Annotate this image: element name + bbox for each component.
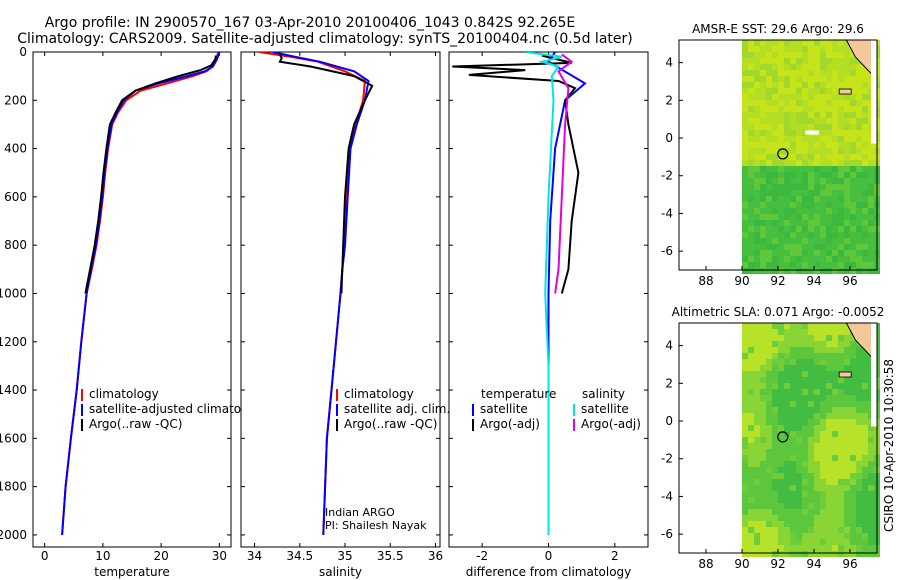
map-title: AMSR-E SST: 29.6 Argo: 29.6 (692, 22, 864, 36)
missing-data-patch (805, 130, 819, 135)
island (838, 371, 852, 378)
legend-label: Argo(..raw -QC) (344, 417, 437, 431)
y-tick-label: 2 (665, 376, 673, 390)
x-axis-label: temperature (94, 565, 169, 579)
x-tick-label: 92 (770, 557, 785, 571)
x-tick-label: 90 (734, 557, 749, 571)
x-tick-label: 34 (247, 549, 262, 563)
legend-label: climatology (344, 387, 414, 401)
map-field (742, 323, 880, 557)
y-tick-label: 1000 (0, 286, 27, 300)
x-tick-label: 0 (41, 549, 49, 563)
x-tick-label: 88 (698, 557, 713, 571)
y-tick-label: 1600 (0, 431, 27, 445)
y-tick-label: 4 (665, 339, 673, 353)
y-tick-label: 0 (19, 45, 27, 59)
legend-label: satellite (480, 402, 528, 416)
y-tick-label: 2 (665, 93, 673, 107)
no-data-edge (871, 323, 877, 427)
legend-label: satellite adj. clim. (344, 402, 450, 416)
legend-label: Argo(-adj) (480, 417, 540, 431)
sst-map: AMSR-E SST: 29.6 Argo: 29.6 88 90 92 94 96 -6 -… (661, 22, 880, 288)
y-tick-label: 2000 (0, 528, 27, 542)
x-tick-label: 35.5 (377, 549, 404, 563)
x-tick-label: 36 (428, 549, 443, 563)
plot-frame (32, 51, 232, 548)
y-tick-label: 4 (665, 56, 673, 70)
x-tick-label: 34.5 (286, 549, 313, 563)
series-salinity-satellite (525, 52, 563, 535)
x-tick-label: 94 (806, 557, 821, 571)
y-tick-label: -6 (661, 244, 673, 258)
x-tick-label: 88 (698, 274, 713, 288)
annotation-text: Indian ARGO (325, 506, 395, 519)
legend-label: satellite-adjusted climatology (89, 402, 267, 416)
y-tick-label: 400 (4, 142, 27, 156)
x-tick-label: 10 (95, 549, 110, 563)
series-argo-raw-qc- (278, 53, 374, 294)
y-tick-label: 600 (4, 190, 27, 204)
float-marker (777, 148, 789, 160)
series-temperature-argo-adj- (452, 54, 580, 294)
y-tick-label: 1200 (0, 335, 27, 349)
float-marker (777, 431, 789, 443)
x-axis-label: salinity (319, 565, 362, 579)
y-tick-label: 1400 (0, 383, 27, 397)
sla-map: Altimetric SLA: 0.071 Argo: -0.0052 88 90 9… (661, 305, 884, 571)
y-tick-label: -2 (661, 452, 673, 466)
y-tick-label: 0 (665, 131, 673, 145)
annotation-text: PI: Shailesh Nayak (325, 519, 427, 532)
no-data-edge (871, 40, 877, 144)
figure-title-line2: Climatology: CARS2009. Satellite-adjuste… (17, 31, 632, 47)
x-tick-label: 94 (806, 274, 821, 288)
x-tick-label: -2 (476, 549, 488, 563)
x-tick-label: 92 (770, 274, 785, 288)
y-tick-label: 0 (665, 414, 673, 428)
y-tick-label: -6 (661, 527, 673, 541)
legend-label: climatology (89, 387, 159, 401)
legend-label: Argo(..raw -QC) (89, 417, 182, 431)
y-tick-label: 1800 (0, 480, 27, 494)
y-tick-label: -4 (661, 489, 673, 503)
legend-label: satellite (581, 402, 629, 416)
temperature-panel: 0 200 400 600 800 1000 1200 1400 1600 1800 2000 0 10… (0, 45, 267, 579)
legend-header: salinity (582, 387, 625, 401)
series-satellite-adjusted-climatology (61, 52, 221, 535)
x-tick-label: 20 (153, 549, 168, 563)
y-tick-label: 200 (4, 93, 27, 107)
series-salinity-argo-adj- (554, 53, 574, 294)
series-argo-raw-qc- (84, 55, 217, 294)
x-tick-label: 90 (734, 274, 749, 288)
x-tick-label: 96 (842, 274, 857, 288)
figure-title-line1: Argo profile: IN 2900570_167 03-Apr-2010… (45, 15, 576, 31)
island (838, 88, 852, 95)
map-field (742, 40, 880, 274)
x-tick-label: 2 (611, 549, 619, 563)
x-tick-label: 0 (545, 549, 553, 563)
y-tick-label: 800 (4, 238, 27, 252)
map-title: Altimetric SLA: 0.071 Argo: -0.0052 (672, 305, 885, 319)
x-tick-label: 30 (212, 549, 227, 563)
y-tick-label: -4 (661, 206, 673, 220)
x-axis-label: difference from climatology (466, 565, 632, 579)
salinity-panel: 34 34.5 35 35.5 36 salinity climatologysatelli… (240, 51, 450, 579)
side-stamp: CSIRO 10-Apr-2010 10:30:58 (882, 359, 896, 532)
y-tick-label: -2 (661, 169, 673, 183)
x-tick-label: 96 (842, 557, 857, 571)
legend-label: Argo(-adj) (581, 417, 641, 431)
series-satellite-adj-clim- (272, 52, 370, 535)
difference-panel: -2 0 2 difference from climatology temperatu… (448, 51, 649, 579)
x-tick-label: 35 (337, 549, 352, 563)
legend-header: temperature (481, 387, 556, 401)
